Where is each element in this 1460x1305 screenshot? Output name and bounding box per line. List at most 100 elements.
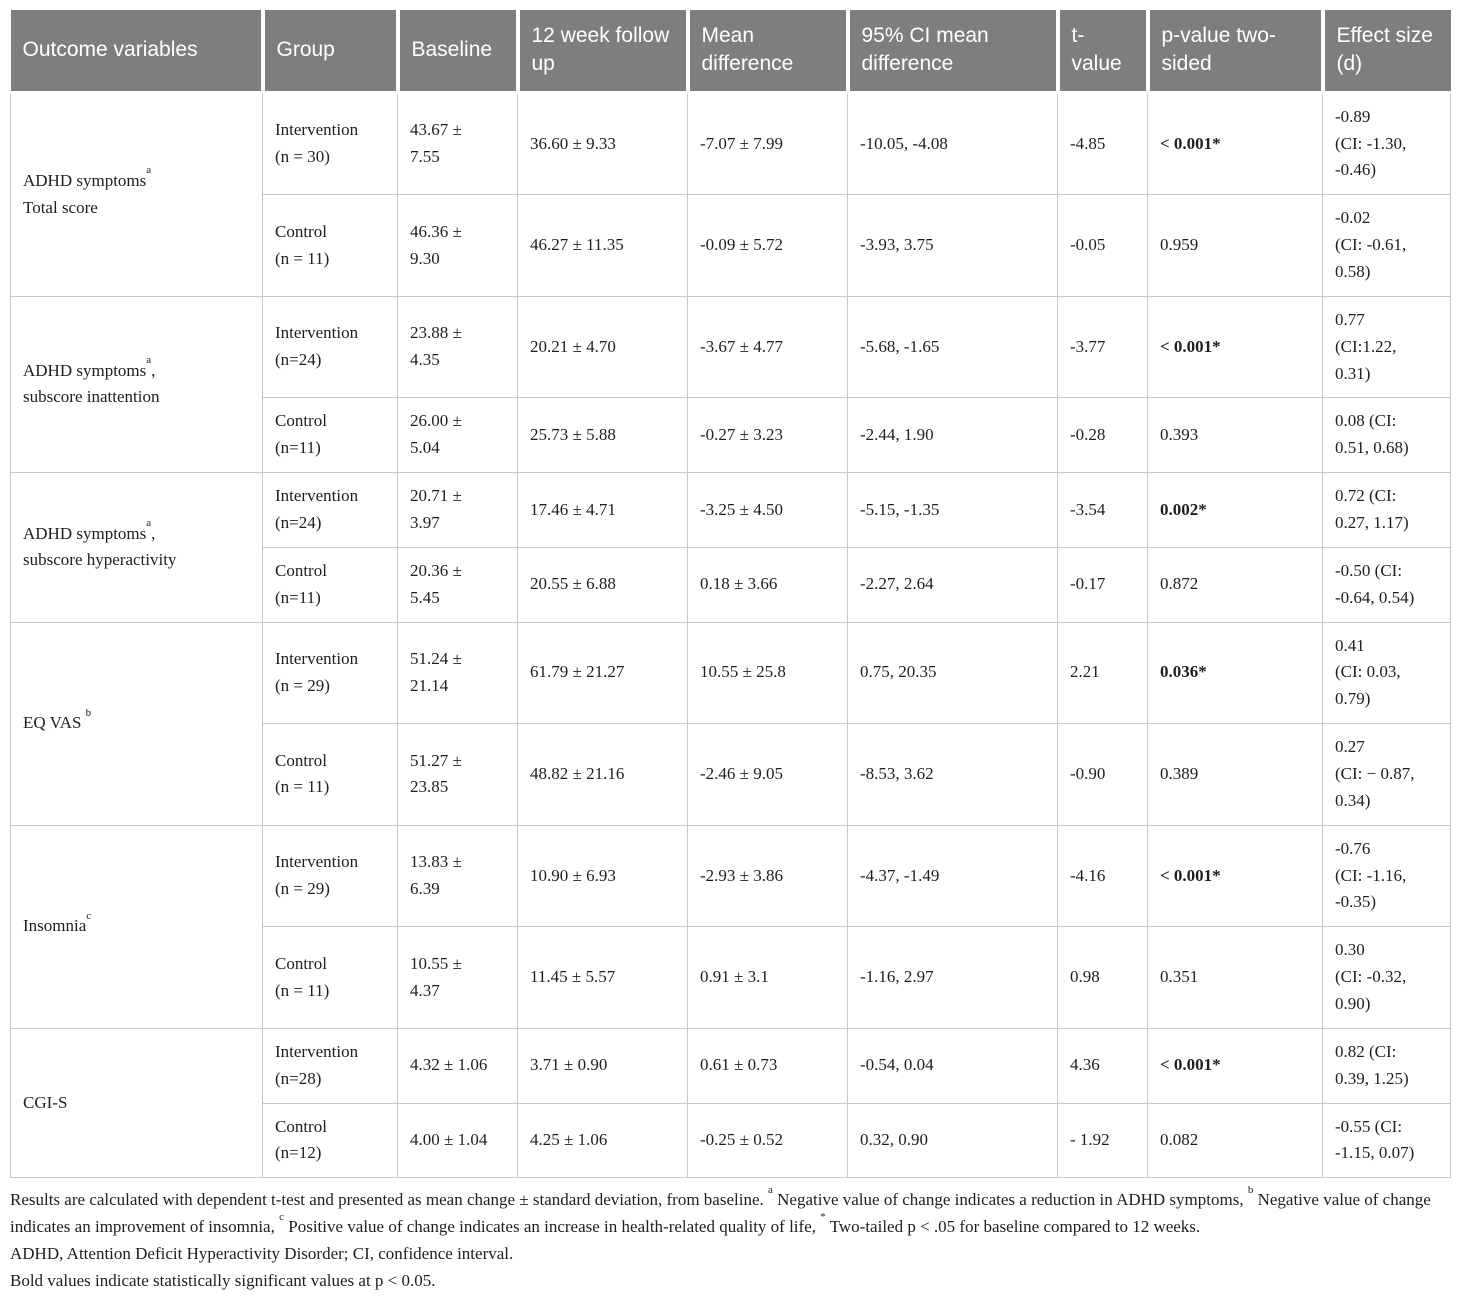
effect-size-cell: -0.76 (CI: -1.16, -0.35): [1322, 824, 1451, 928]
group-cell: Control (n=12): [262, 1102, 398, 1179]
t-value-cell: - 1.92: [1057, 1102, 1148, 1179]
mean-difference-cell: -2.46 ± 9.05: [687, 723, 848, 826]
footnote-marker: *: [820, 1210, 826, 1223]
p-value-cell: 0.082: [1147, 1102, 1323, 1179]
ci-mean-difference-cell: 0.32, 0.90: [847, 1102, 1058, 1179]
mean-difference-cell: -3.67 ± 4.77: [687, 295, 848, 399]
table-row: Control (n=11) 20.36 ± 5.45 20.55 ± 6.88 0.…: [11, 546, 1451, 623]
table-row: ADHD symptomsa, subscore hyperactivity In…: [10, 472, 1451, 623]
column-header: t-value: [1055, 10, 1148, 94]
ci-mean-difference-cell: -10.05, -4.08: [847, 91, 1058, 196]
effect-size-cell: -0.89 (CI: -1.30, -0.46): [1322, 91, 1451, 196]
p-value-cell: 0.959: [1147, 194, 1323, 297]
outcome-variable-sublabel: , subscore hyperactivity: [23, 523, 177, 570]
outcome-variable-sublabel: Total score: [23, 197, 98, 217]
table-row: Control (n=12) 4.00 ± 1.04 4.25 ± 1.06 -0.2…: [11, 1102, 1451, 1179]
follow-up-cell: 20.21 ± 4.70: [517, 295, 688, 399]
group-cell: Intervention (n = 29): [262, 824, 398, 928]
outcome-variable-label: ADHD symptoms: [23, 170, 147, 190]
column-header: Effect size (d): [1320, 10, 1451, 94]
group-cell: Intervention (n=24): [262, 472, 398, 548]
table-row: EQ VAS b Intervention (n = 29) 51.24 ± 21.…: [10, 621, 1451, 826]
group-cell: Intervention (n = 29): [262, 621, 398, 725]
table-body: ADHD symptomsa Total score Intervention (…: [10, 91, 1451, 1179]
column-header: Group: [260, 10, 398, 94]
group-cell: Control (n = 11): [262, 194, 398, 297]
ci-mean-difference-cell: -2.27, 2.64: [847, 546, 1058, 623]
p-value-cell: 0.393: [1147, 397, 1323, 474]
table-head: Outcome variables Group Baseline 12 week fo…: [10, 10, 1451, 94]
effect-size-cell: 0.77 (CI:1.22, 0.31): [1322, 295, 1451, 399]
mean-difference-cell: 0.61 ± 0.73: [687, 1027, 848, 1104]
group-cell: Intervention (n = 30): [262, 91, 398, 196]
table-row: Insomniac Intervention (n = 29) 13.83 ± 6.…: [10, 824, 1451, 1029]
group-cell: Intervention (n=24): [262, 295, 398, 399]
effect-size-cell: -0.02 (CI: -0.61, 0.58): [1322, 194, 1451, 297]
mean-difference-cell: -0.09 ± 5.72: [687, 194, 848, 297]
follow-up-cell: 4.25 ± 1.06: [517, 1102, 688, 1179]
follow-up-cell: 46.27 ± 11.35: [517, 194, 688, 297]
ci-mean-difference-cell: 0.75, 20.35: [847, 621, 1058, 725]
follow-up-cell: 25.73 ± 5.88: [517, 397, 688, 474]
table-row: CGI-S Intervention (n=28) 4.32 ± 1.06 3.71 …: [10, 1027, 1451, 1179]
p-value-cell: 0.351: [1147, 926, 1323, 1029]
t-value-cell: -0.28: [1057, 397, 1148, 474]
outcome-variable-cell: ADHD symptomsa, subscore hyperactivity: [10, 472, 263, 623]
mean-difference-cell: -0.27 ± 3.23: [687, 397, 848, 474]
footnote-marker: a: [768, 1183, 773, 1196]
group-cell: Control (n=11): [262, 546, 398, 623]
baseline-cell: 51.24 ± 21.14: [397, 621, 518, 725]
footnote-marker: a: [146, 353, 152, 366]
mean-difference-cell: -7.07 ± 7.99: [687, 91, 848, 196]
table-row: ADHD symptomsa, subscore inattention Inte…: [10, 295, 1451, 474]
table-row: Control (n = 11) 10.55 ± 4.37 11.45 ± 5.57…: [11, 926, 1451, 1029]
follow-up-cell: 20.55 ± 6.88: [517, 546, 688, 623]
t-value-cell: -0.05: [1057, 194, 1148, 297]
mean-difference-cell: -3.25 ± 4.50: [687, 472, 848, 548]
outcome-variable-sublabel: , subscore inattention: [23, 360, 160, 407]
ci-mean-difference-cell: -5.15, -1.35: [847, 472, 1058, 548]
t-value-cell: -4.85: [1057, 91, 1148, 196]
mean-difference-cell: -2.93 ± 3.86: [687, 824, 848, 928]
outcome-variable-cell: ADHD symptomsa Total score: [10, 91, 263, 297]
p-value-cell: 0.002*: [1147, 472, 1323, 548]
outcome-variable-label: ADHD symptoms: [23, 360, 147, 380]
outcome-variable-cell: CGI-S: [10, 1027, 263, 1179]
effect-size-cell: 0.72 (CI: 0.27, 1.17): [1322, 472, 1451, 548]
t-value-cell: 0.98: [1057, 926, 1148, 1029]
baseline-cell: 23.88 ± 4.35: [397, 295, 518, 399]
ci-mean-difference-cell: -4.37, -1.49: [847, 824, 1058, 928]
t-value-cell: -3.77: [1057, 295, 1148, 399]
footnote-line-3: Bold values indicate statistically signi…: [10, 1270, 436, 1290]
column-header: Outcome variables: [10, 10, 263, 94]
footnote-line-1: Results are calculated with dependent t-…: [10, 1183, 1431, 1237]
column-header: Mean difference: [685, 10, 848, 94]
table-row: ADHD symptomsa Total score Intervention (…: [10, 91, 1451, 297]
ci-mean-difference-cell: -2.44, 1.90: [847, 397, 1058, 474]
p-value-cell: 0.389: [1147, 723, 1323, 826]
baseline-cell: 4.32 ± 1.06: [397, 1027, 518, 1104]
t-value-cell: -4.16: [1057, 824, 1148, 928]
effect-size-cell: 0.82 (CI: 0.39, 1.25): [1322, 1027, 1451, 1104]
table-header-row: Outcome variables Group Baseline 12 week fo…: [10, 10, 1451, 94]
mean-difference-cell: 0.91 ± 3.1: [687, 926, 848, 1029]
footnote-marker: b: [85, 706, 92, 719]
effect-size-cell: -0.55 (CI: -1.15, 0.07): [1322, 1102, 1451, 1179]
effect-size-cell: 0.08 (CI: 0.51, 0.68): [1322, 397, 1451, 474]
column-header: Baseline: [395, 10, 518, 94]
p-value-cell: < 0.001*: [1147, 1027, 1323, 1104]
column-header: 12 week follow up: [515, 10, 688, 94]
mean-difference-cell: 0.18 ± 3.66: [687, 546, 848, 623]
t-value-cell: -3.54: [1057, 472, 1148, 548]
footnote-marker: c: [86, 909, 92, 922]
ci-mean-difference-cell: -8.53, 3.62: [847, 723, 1058, 826]
ci-mean-difference-cell: -1.16, 2.97: [847, 926, 1058, 1029]
footnote-marker: a: [146, 164, 152, 177]
table-footnotes: Results are calculated with dependent t-…: [10, 1183, 1450, 1294]
baseline-cell: 51.27 ± 23.85: [397, 723, 518, 826]
p-value-cell: < 0.001*: [1147, 824, 1323, 928]
baseline-cell: 4.00 ± 1.04: [397, 1102, 518, 1179]
t-value-cell: -0.90: [1057, 723, 1148, 826]
p-value-cell: 0.036*: [1147, 621, 1323, 725]
ci-mean-difference-cell: -3.93, 3.75: [847, 194, 1058, 297]
